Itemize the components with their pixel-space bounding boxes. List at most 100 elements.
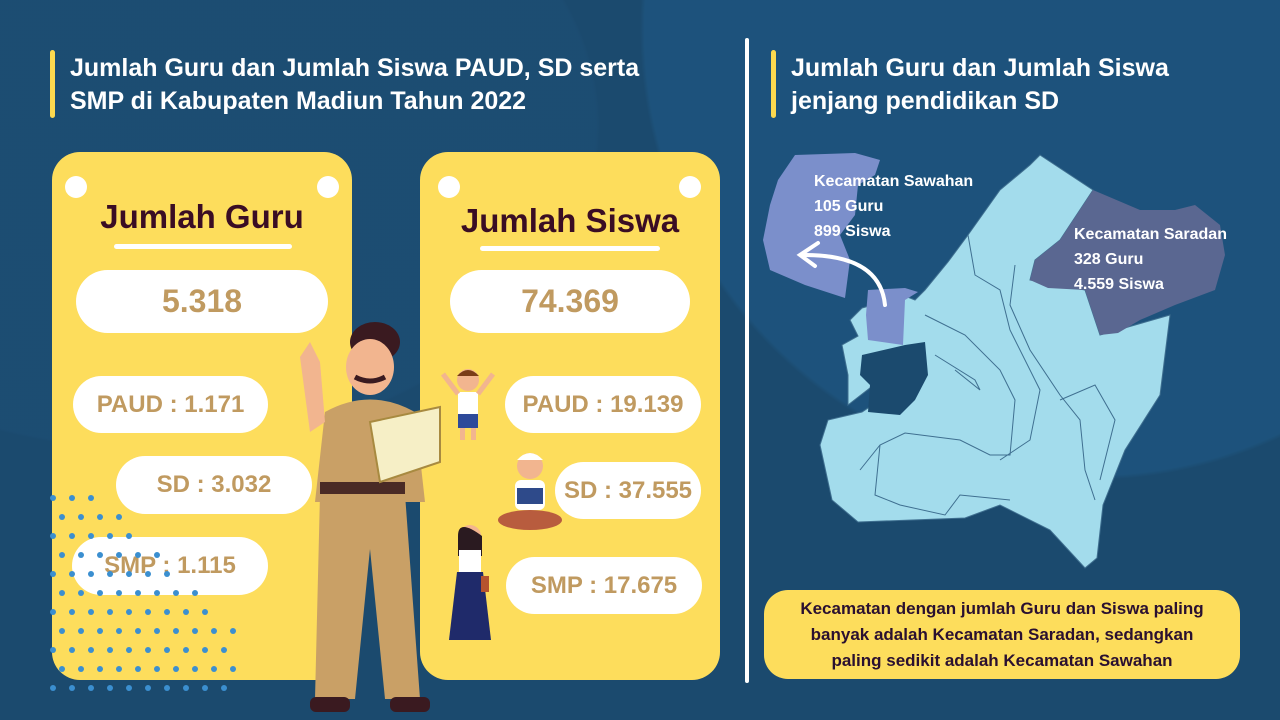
decor-dot <box>88 609 94 615</box>
decor-dot <box>116 666 122 672</box>
district-boundary <box>859 314 1016 471</box>
heading-underline <box>480 246 660 251</box>
decor-dot <box>164 685 170 691</box>
decor-dot <box>126 685 132 691</box>
decor-dot <box>126 571 132 577</box>
card-hole <box>317 176 339 198</box>
decor-dot <box>154 628 160 634</box>
map-region-sawahan <box>763 153 880 298</box>
decor-dot <box>69 685 75 691</box>
decor-dot <box>145 685 151 691</box>
map-region-saradan <box>1030 190 1225 335</box>
sawahan-label: Kecamatan Sawahan 105 Guru 899 Siswa <box>814 169 973 244</box>
dot-pattern-decoration <box>50 495 236 691</box>
student-boy-illustration <box>441 369 495 440</box>
decor-dot <box>50 685 56 691</box>
decor-dot <box>97 552 103 558</box>
saradan-name: Kecamatan Saradan <box>1074 226 1227 243</box>
heading-underline <box>114 244 292 249</box>
right-title: Jumlah Guru dan Jumlah Siswa jenjang pen… <box>791 52 1169 118</box>
decor-dot <box>192 628 198 634</box>
decor-dot <box>164 647 170 653</box>
saradan-siswa: 4.559 Siswa <box>1074 276 1164 293</box>
district-boundary <box>967 234 1041 461</box>
decor-dot <box>78 514 84 520</box>
district-boundary <box>1009 264 1096 501</box>
right-title-line2: jenjang pendidikan SD <box>791 87 1060 115</box>
saradan-label: Kecamatan Saradan 328 Guru 4.559 Siswa <box>1074 222 1227 297</box>
decor-dot <box>88 495 94 501</box>
left-title-line1: Jumlah Guru dan Jumlah Siswa PAUD, SD se… <box>70 54 640 82</box>
decor-dot <box>164 609 170 615</box>
map-region-sawahan <box>866 288 918 345</box>
decor-dot <box>78 666 84 672</box>
summary-line1: Kecamatan dengan jumlah Guru dan Siswa p… <box>800 599 1204 618</box>
decor-dot <box>126 609 132 615</box>
decor-dot <box>145 571 151 577</box>
divider <box>745 38 749 683</box>
decor-dot <box>97 590 103 596</box>
decor-dot <box>59 628 65 634</box>
arrow-icon <box>803 253 887 307</box>
decor-dot <box>50 533 56 539</box>
decor-dot <box>135 628 141 634</box>
decor-dot <box>69 533 75 539</box>
decor-dot <box>107 609 113 615</box>
decor-dot <box>135 666 141 672</box>
guru-total: 5.318 <box>76 270 328 333</box>
decor-dot <box>192 590 198 596</box>
guru-paud: PAUD : 1.171 <box>73 376 268 433</box>
title-accent-bar <box>50 50 55 118</box>
decor-dot <box>78 628 84 634</box>
decor-dot <box>88 647 94 653</box>
decor-dot <box>202 685 208 691</box>
decor-dot <box>107 685 113 691</box>
decor-dot <box>50 609 56 615</box>
decor-dot <box>50 647 56 653</box>
sawahan-siswa: 899 Siswa <box>814 223 891 240</box>
decor-dot <box>230 666 236 672</box>
sawahan-guru: 105 Guru <box>814 198 884 215</box>
decor-dot <box>107 647 113 653</box>
decor-dot <box>183 685 189 691</box>
decor-dot <box>183 647 189 653</box>
decor-dot <box>154 666 160 672</box>
siswa-paud: PAUD : 19.139 <box>505 376 701 433</box>
decor-dot <box>50 495 56 501</box>
decor-dot <box>116 628 122 634</box>
decor-dot <box>69 571 75 577</box>
decor-dot <box>145 647 151 653</box>
district-boundary <box>1059 384 1116 481</box>
decor-dot <box>97 628 103 634</box>
decor-dot <box>107 533 113 539</box>
title-accent-bar <box>771 50 776 118</box>
decor-dot <box>183 609 189 615</box>
map-hole <box>860 342 928 415</box>
summary-line2: banyak adalah Kecamatan Saradan, sedangk… <box>810 625 1194 644</box>
decor-dot <box>145 609 151 615</box>
decor-dot <box>59 590 65 596</box>
madiun-district-map <box>763 153 1225 569</box>
siswa-sd: SD : 37.555 <box>555 462 701 519</box>
decor-dot <box>173 666 179 672</box>
arrow-head <box>796 241 820 268</box>
decor-dot <box>135 552 141 558</box>
summary-line3: paling sedikit adalah Kecamatan Sawahan <box>831 651 1173 670</box>
left-title-line2: SMP di Kabupaten Madiun Tahun 2022 <box>70 87 527 115</box>
district-boundary <box>874 444 1011 516</box>
siswa-smp: SMP : 17.675 <box>506 557 702 614</box>
decor-dot <box>59 514 65 520</box>
student-girl-illustration <box>449 525 491 640</box>
guru-heading: Jumlah Guru <box>100 198 304 235</box>
decor-dot <box>154 590 160 596</box>
decor-dot <box>116 514 122 520</box>
guru-smp: SMP : 1.115 <box>72 537 268 595</box>
decor-dot <box>50 571 56 577</box>
decor-dot <box>59 666 65 672</box>
teacher-illustration <box>300 322 441 712</box>
decor-dot <box>88 533 94 539</box>
decor-dot <box>126 647 132 653</box>
decor-dot <box>202 609 208 615</box>
siswa-total: 74.369 <box>450 270 690 333</box>
guru-sd: SD : 3.032 <box>116 456 312 514</box>
